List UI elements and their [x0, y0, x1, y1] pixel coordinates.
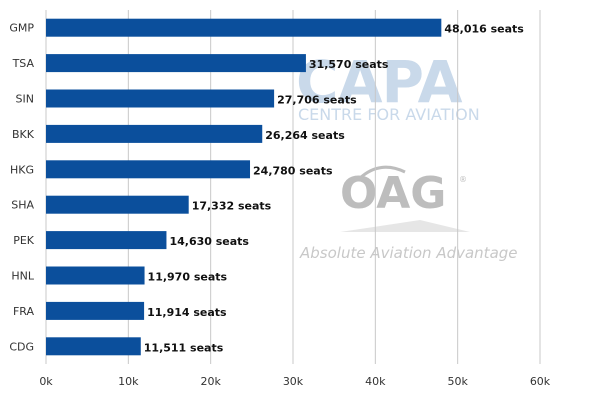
category-label: BKK — [12, 128, 35, 141]
x-tick-label: 0k — [39, 375, 53, 388]
value-label: 11,970 seats — [148, 271, 228, 284]
x-tick-label: 40k — [365, 375, 386, 388]
bar — [46, 54, 306, 73]
bar — [46, 266, 145, 285]
bar — [46, 124, 263, 143]
bar — [46, 160, 251, 179]
value-label: 24,780 seats — [253, 164, 333, 177]
bars — [46, 18, 442, 356]
bar — [46, 231, 167, 250]
value-label: 31,570 seats — [309, 58, 389, 71]
x-axis-tick-labels: 0k 10k 20k 30k 40k 50k 60k — [39, 375, 550, 388]
category-label: PEK — [13, 234, 35, 247]
value-label: 11,914 seats — [147, 306, 227, 319]
oag-tagline-watermark: Absolute Aviation Advantage — [299, 244, 518, 262]
bar — [46, 89, 275, 108]
x-tick-label: 20k — [200, 375, 221, 388]
category-label: FRA — [13, 305, 35, 318]
x-tick-label: 10k — [118, 375, 139, 388]
value-label: 14,630 seats — [169, 235, 249, 248]
bar — [46, 301, 145, 320]
x-tick-label: 60k — [530, 375, 551, 388]
category-label: HKG — [10, 163, 34, 176]
value-label: 17,332 seats — [192, 200, 272, 213]
category-label: CDG — [9, 340, 34, 353]
category-label: HNL — [11, 270, 35, 283]
bar — [46, 18, 442, 37]
category-labels: GMP TSA SIN BKK HKG SHA PEK HNL FRA CDG — [9, 22, 35, 354]
category-label: SIN — [16, 93, 34, 106]
x-tick-label: 50k — [447, 375, 468, 388]
value-label: 11,511 seats — [144, 341, 224, 354]
x-tick-label: 30k — [283, 375, 304, 388]
bar — [46, 337, 141, 356]
value-labels: 48,016 seats 31,570 seats 27,706 seats 26,2… — [144, 23, 525, 355]
capa-watermark: CAPA — [296, 48, 463, 116]
oag-logo-icon: OAG ® — [340, 165, 470, 232]
category-label: SHA — [11, 199, 34, 212]
value-label: 48,016 seats — [444, 23, 524, 36]
bar — [46, 195, 189, 214]
watermark-layer: CAPA CENTRE FOR AVIATION OAG ® Absolute … — [296, 48, 518, 262]
capa-subtitle-watermark: CENTRE FOR AVIATION — [298, 105, 480, 124]
value-label: 27,706 seats — [277, 94, 357, 107]
value-label: 26,264 seats — [265, 129, 345, 142]
category-label: TSA — [12, 57, 35, 70]
oag-registered-mark: ® — [459, 175, 467, 184]
category-label: GMP — [9, 22, 34, 35]
oag-watermark: OAG — [340, 168, 446, 219]
